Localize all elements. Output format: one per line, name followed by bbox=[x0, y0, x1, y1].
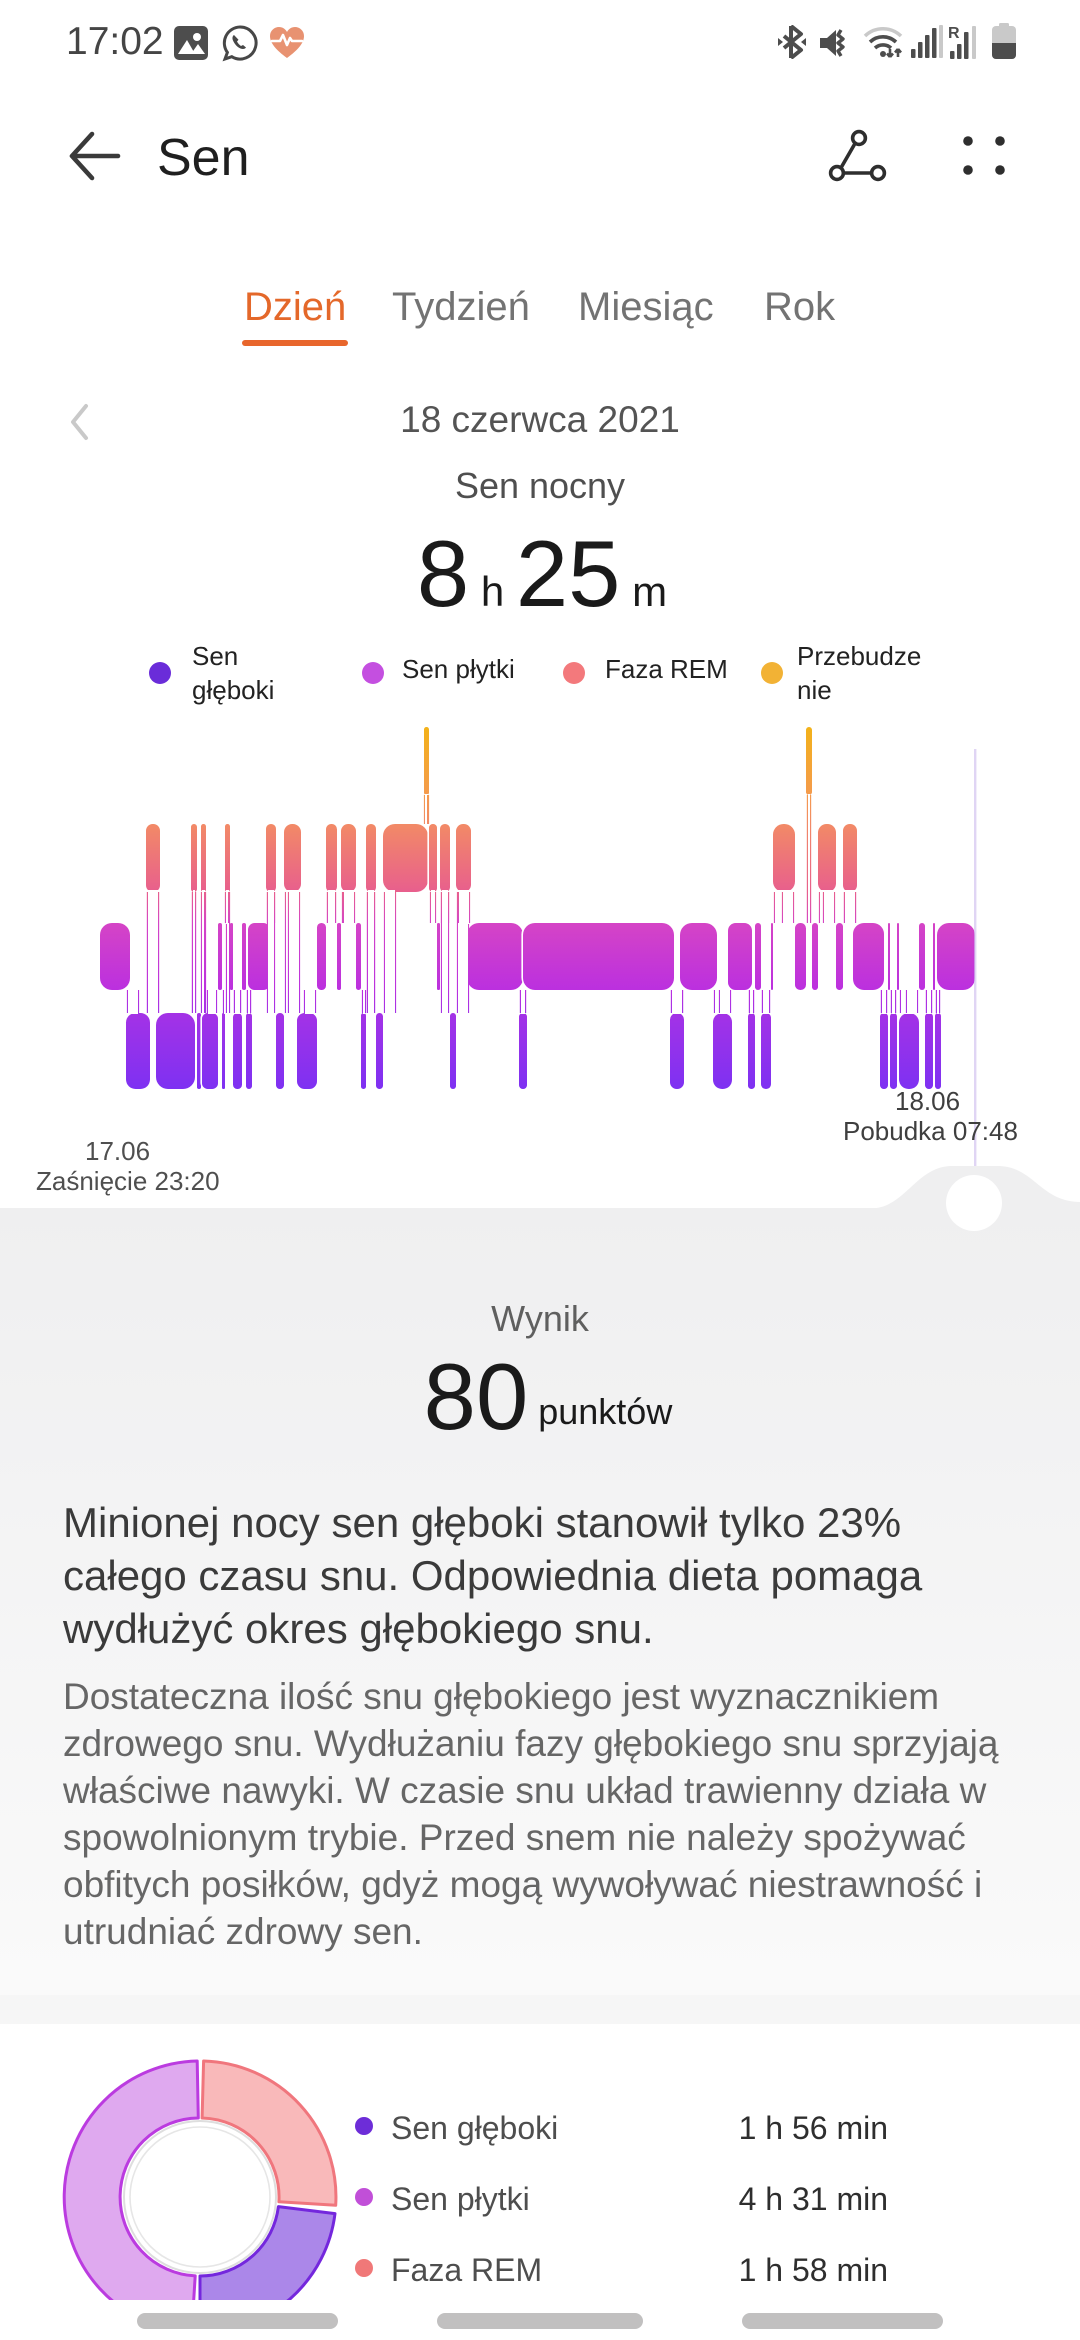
svg-text:R: R bbox=[948, 25, 960, 42]
